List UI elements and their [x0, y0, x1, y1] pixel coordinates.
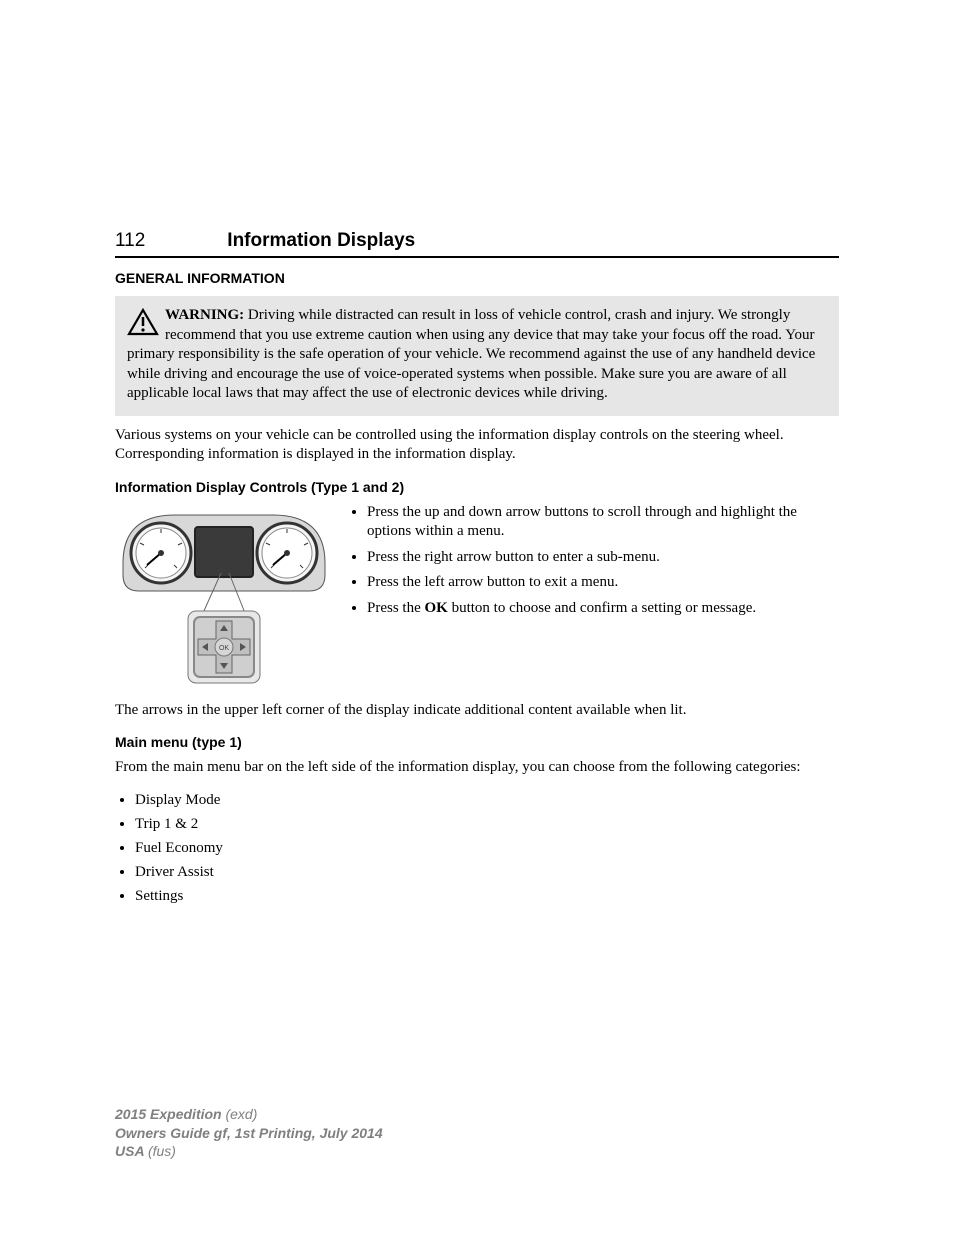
svg-text:OK: OK: [219, 645, 229, 652]
list-item: Press the right arrow button to enter a …: [367, 548, 839, 568]
list-item: Display Mode: [135, 788, 839, 812]
manual-page: 112 Information Displays GENERAL INFORMA…: [0, 0, 954, 1235]
list-item: Fuel Economy: [135, 836, 839, 860]
warning-box: WARNING: Driving while distracted can re…: [115, 296, 839, 416]
page-header: 112 Information Displays: [115, 230, 839, 258]
instrument-cluster-illustration: OK: [115, 503, 333, 693]
page-footer: 2015 Expedition (exd) Owners Guide gf, 1…: [115, 1105, 383, 1160]
main-menu-intro: From the main menu bar on the left side …: [115, 758, 839, 778]
section-heading: GENERAL INFORMATION: [115, 270, 839, 286]
warning-label: WARNING:: [165, 307, 244, 323]
page-number: 112: [115, 230, 145, 252]
controls-block: OK Press the up and down arrow buttons t…: [115, 503, 839, 693]
list-item: Driver Assist: [135, 860, 839, 884]
main-menu-list: Display Mode Trip 1 & 2 Fuel Economy Dri…: [115, 788, 839, 908]
main-menu-heading: Main menu (type 1): [115, 734, 839, 750]
chapter-title: Information Displays: [227, 230, 415, 252]
controls-after-paragraph: The arrows in the upper left corner of t…: [115, 701, 839, 721]
list-item: Press the up and down arrow buttons to s…: [367, 503, 839, 542]
list-item: Trip 1 & 2: [135, 812, 839, 836]
list-item: Press the left arrow button to exit a me…: [367, 573, 839, 593]
controls-bullet-list: Press the up and down arrow buttons to s…: [351, 503, 839, 625]
intro-paragraph: Various systems on your vehicle can be c…: [115, 426, 839, 465]
list-item: Settings: [135, 884, 839, 908]
warning-triangle-icon: [127, 308, 159, 343]
controls-heading: Information Display Controls (Type 1 and…: [115, 479, 839, 495]
list-item: Press the OK button to choose and confir…: [367, 599, 839, 619]
